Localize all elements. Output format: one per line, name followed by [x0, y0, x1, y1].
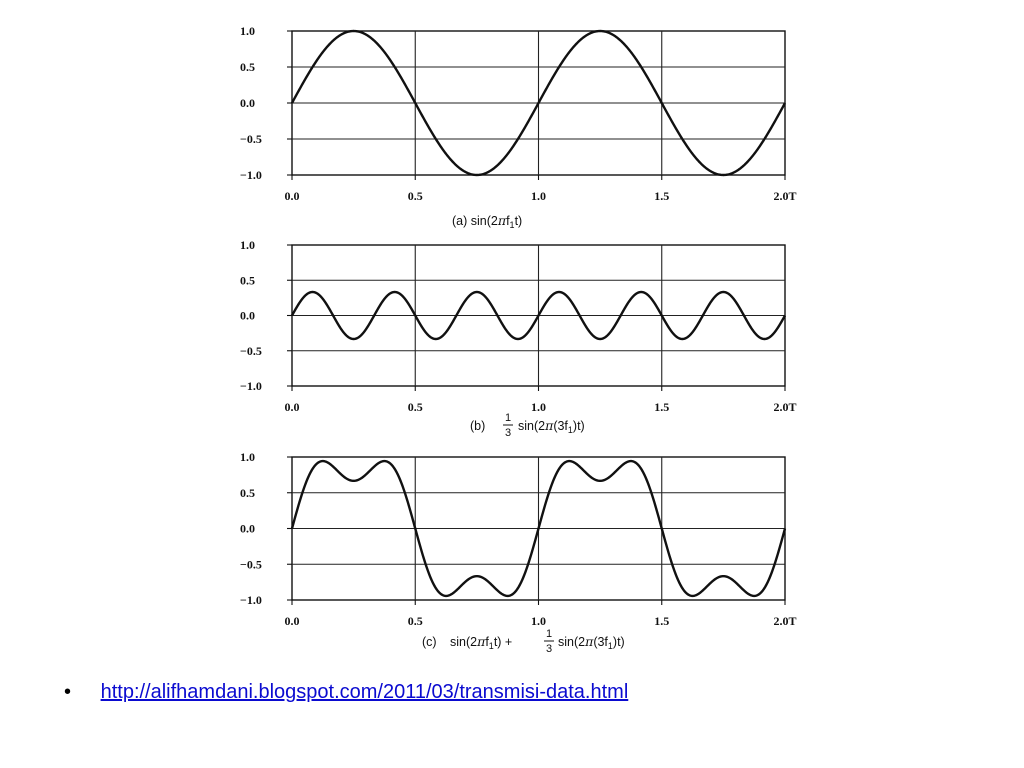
y-tick-label: 0.0: [240, 522, 255, 536]
y-tick-label: −1.0: [240, 593, 262, 607]
waveform-line: [290, 459, 787, 598]
x-tick-label: 0.5: [408, 614, 423, 628]
caption-b-text: sin(2π(3f1)t): [518, 418, 585, 435]
y-tick-label: −0.5: [240, 344, 262, 358]
x-tick-label: 0.5: [408, 400, 423, 414]
caption-a: (a) sin(2πf1t): [452, 213, 522, 230]
x-tick-label: 0.5: [408, 189, 423, 203]
x-tick-label: 1.5: [654, 189, 669, 203]
chart-panel-a: 1.0 0.5 0.0 −0.5 −1.0 0.0 0.5 1.0 1.5 2.0T (a) sin…: [240, 24, 797, 230]
caption-b-frac-den: 3: [505, 427, 511, 439]
caption-b-label: (b): [470, 419, 485, 433]
y-tick-label: −0.5: [240, 557, 262, 571]
waveform-figure: 1.0 0.5 0.0 −0.5 −1.0 0.0 0.5 1.0 1.5 2.0T (a) sin…: [240, 24, 797, 655]
y-tick-label: 0.5: [240, 60, 255, 74]
source-link[interactable]: http://alifhamdani.blogspot.com/2011/03/…: [100, 681, 629, 703]
y-tick-label: −0.5: [240, 132, 262, 146]
x-tick-label: 2.0T: [773, 614, 796, 628]
waveform-line: [290, 29, 787, 177]
chart-panel-b: 1.0 0.5 0.0 −0.5 −1.0 0.0 0.5 1.0 1.5 2.0T (b) 1 3 si…: [240, 238, 797, 439]
x-tick-label: 1.0: [531, 189, 546, 203]
x-tick-label: 1.0: [531, 400, 546, 414]
y-tick-label: 0.0: [240, 96, 255, 110]
x-tick-label: 1.0: [531, 614, 546, 628]
x-tick-label: 1.5: [654, 614, 669, 628]
x-tick-label: 1.5: [654, 400, 669, 414]
caption-b-frac-num: 1: [505, 412, 511, 424]
caption-c-label: (c): [422, 635, 437, 649]
waveform-line: [290, 290, 787, 341]
x-tick-label: 0.0: [285, 400, 300, 414]
x-tick-label: 0.0: [285, 189, 300, 203]
bullet-item: • http://alifhamdani.blogspot.com/2011/0…: [64, 678, 628, 706]
y-tick-label: −1.0: [240, 168, 262, 182]
y-tick-label: 0.0: [240, 309, 255, 323]
chart-panel-c: 1.0 0.5 0.0 −0.5 −1.0 0.0 0.5 1.0 1.5 2.0T (c) sin(…: [240, 450, 797, 655]
y-tick-label: 0.5: [240, 273, 255, 287]
caption-c-frac-num: 1: [546, 628, 552, 640]
x-tick-label: 0.0: [285, 614, 300, 628]
y-tick-label: 0.5: [240, 486, 255, 500]
x-tick-label: 2.0T: [773, 189, 796, 203]
y-tick-label: −1.0: [240, 379, 262, 393]
y-tick-label: 1.0: [240, 24, 255, 38]
y-tick-label: 1.0: [240, 450, 255, 464]
caption-c-frac-den: 3: [546, 643, 552, 655]
caption-c-text-2: sin(2π(3f1)t): [558, 634, 625, 651]
y-tick-label: 1.0: [240, 238, 255, 252]
x-tick-label: 2.0T: [773, 400, 796, 414]
bullet-dot: •: [64, 681, 72, 703]
caption-c-text-1: sin(2πf1t) +: [450, 634, 512, 651]
